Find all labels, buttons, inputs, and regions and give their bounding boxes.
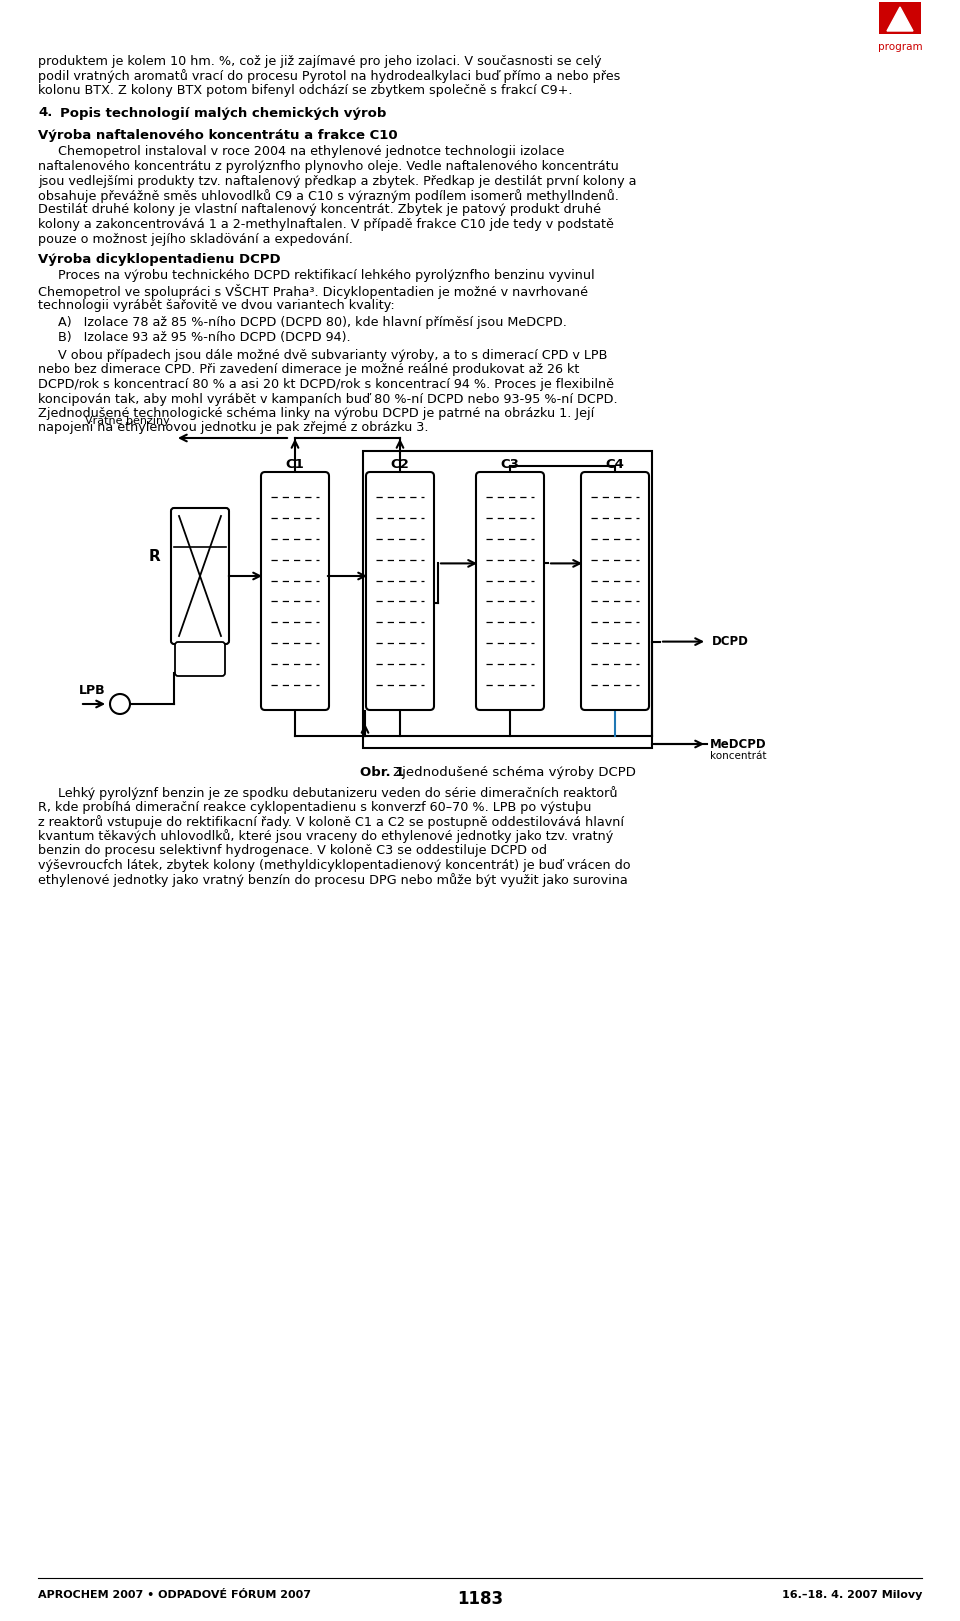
- FancyBboxPatch shape: [581, 472, 649, 710]
- Text: Chemopetrol instaloval v roce 2004 na ethylenové jednotce technologii izolace: Chemopetrol instaloval v roce 2004 na et…: [38, 146, 564, 159]
- Text: 4.: 4.: [38, 107, 53, 120]
- Text: Zjednodušené schéma výroby DCPD: Zjednodušené schéma výroby DCPD: [393, 767, 636, 780]
- Text: Výroba naftalenového koncentrátu a frakce C10: Výroba naftalenového koncentrátu a frakc…: [38, 130, 397, 143]
- Bar: [363, 451, 652, 747]
- FancyBboxPatch shape: [261, 472, 329, 710]
- Text: z reaktorů vstupuje do rektifikacní řady. V koloně C1 a C2 se postupně oddestilo: z reaktorů vstupuje do rektifikacní řady…: [38, 815, 624, 828]
- Text: R, kde probíhá dimerační reakce cyklopentadienu s konverzf 60–70 %. LPB po výstu: R, kde probíhá dimerační reakce cyklopen…: [38, 801, 591, 814]
- Text: technologii vyrábět šařovitě ve dvou variantech kvality:: technologii vyrábět šařovitě ve dvou var…: [38, 298, 395, 311]
- Text: B)   Izolace 93 až 95 %-ního DCPD (DCPD 94).: B) Izolace 93 až 95 %-ního DCPD (DCPD 94…: [58, 331, 350, 344]
- Text: program: program: [877, 42, 923, 52]
- Text: výševroucfch látek, zbytek kolony (methyldicyklopentadienový koncentrát) je buď : výševroucfch látek, zbytek kolony (methy…: [38, 859, 631, 872]
- Text: A)   Izolace 78 až 85 %-ního DCPD (DCPD 80), kde hlavní příměsí jsou MeDCPD.: A) Izolace 78 až 85 %-ního DCPD (DCPD 80…: [58, 316, 566, 329]
- Text: koncentrát: koncentrát: [710, 751, 766, 760]
- Text: V obou případech jsou dále možné dvě subvarianty výroby, a to s dimerací CPD v L: V obou případech jsou dále možné dvě sub…: [38, 349, 608, 361]
- Text: kolony a zakoncentrovává 1 a 2-methylnaftalen. V případě frakce C10 jde tedy v p: kolony a zakoncentrovává 1 a 2-methylnaf…: [38, 217, 613, 232]
- Text: Obr. 1: Obr. 1: [360, 767, 409, 780]
- Text: 16.–18. 4. 2007 Milovy: 16.–18. 4. 2007 Milovy: [781, 1590, 922, 1600]
- Text: nebo bez dimerace CPD. Při zavedení dimerace je možné reálné produkovat až 26 kt: nebo bez dimerace CPD. Při zavedení dime…: [38, 363, 580, 376]
- Text: benzin do procesu selektivnf hydrogenace. V koloně C3 se oddestiluje DCPD od: benzin do procesu selektivnf hydrogenace…: [38, 845, 547, 858]
- Text: obsahuje převážně směs uhlovodlků C9 a C10 s výrazným podílem isomerů methyllnde: obsahuje převážně směs uhlovodlků C9 a C…: [38, 190, 619, 203]
- Text: pouze o možnost jejího skladövání a expedování.: pouze o možnost jejího skladövání a expe…: [38, 232, 353, 245]
- Circle shape: [110, 694, 130, 713]
- Text: kvantum těkavých uhlovodlků, které jsou vraceny do ethylenové jednotky jako tzv.: kvantum těkavých uhlovodlků, které jsou …: [38, 830, 613, 843]
- Text: jsou vedlejšími produkty tzv. naftalenový předkap a zbytek. Předkap je destilát : jsou vedlejšími produkty tzv. naftalenov…: [38, 175, 636, 188]
- Bar: [879, 2, 921, 34]
- Text: C3: C3: [500, 459, 519, 472]
- Text: 1183: 1183: [457, 1590, 503, 1608]
- Text: koncipován tak, aby mohl vyrábět v kampaních buď 80 %-ní DCPD nebo 93-95 %-ní DC: koncipován tak, aby mohl vyrábět v kampa…: [38, 392, 617, 405]
- FancyBboxPatch shape: [171, 507, 229, 644]
- Text: naftalenového koncentrátu z pyrolýznfho plynovho oleje. Vedle naftalenového konc: naftalenového koncentrátu z pyrolýznfho …: [38, 160, 619, 173]
- Text: R: R: [148, 550, 160, 564]
- Text: MeDCPD: MeDCPD: [710, 738, 767, 751]
- Text: napojeni na ethylenovou jednotku je pak zřejmé z obrázku 3.: napojeni na ethylenovou jednotku je pak …: [38, 421, 428, 434]
- FancyBboxPatch shape: [175, 642, 225, 676]
- Text: Výroba dicyklopentadienu DCPD: Výroba dicyklopentadienu DCPD: [38, 253, 280, 266]
- Text: Chemopetrol ve spolupráci s VŠCHT Praha³. Dicyklopentadien je možné v navrhované: Chemopetrol ve spolupráci s VŠCHT Praha³…: [38, 284, 588, 298]
- Text: LPB: LPB: [79, 684, 106, 697]
- Text: kolonu BTX. Z kolony BTX potom bifenyl odchází se zbytkem společně s frakcí C9+.: kolonu BTX. Z kolony BTX potom bifenyl o…: [38, 84, 572, 97]
- Text: Vratné benziny: Vratné benziny: [85, 415, 170, 426]
- FancyBboxPatch shape: [366, 472, 434, 710]
- Text: DCPD: DCPD: [712, 635, 749, 648]
- Text: Proces na výrobu technického DCPD rektifikací lehkého pyrolýznfho benzinu vyvinu: Proces na výrobu technického DCPD rektif…: [38, 269, 594, 282]
- Text: APROCHEM 2007 • ODPADOVÉ FÓRUM 2007: APROCHEM 2007 • ODPADOVÉ FÓRUM 2007: [38, 1590, 311, 1600]
- Text: produktem je kolem 10 hm. %, což je již zajímavé pro jeho izolaci. V současnosti: produktem je kolem 10 hm. %, což je již …: [38, 55, 602, 68]
- Text: C1: C1: [286, 459, 304, 472]
- Text: Zjednodušené technologické schéma linky na výrobu DCPD je patrné na obrázku 1. J: Zjednodušené technologické schéma linky …: [38, 407, 594, 420]
- Text: Popis technologií malých chemických výrob: Popis technologií malých chemických výro…: [60, 107, 386, 120]
- Text: podil vratných aromatů vrací do procesu Pyrotol na hydrodealkylaci buď přímo a n: podil vratných aromatů vrací do procesu …: [38, 70, 620, 83]
- FancyBboxPatch shape: [476, 472, 544, 710]
- Text: Lehký pyrolýznf benzin je ze spodku debutanizeru veden do série dimeračních reak: Lehký pyrolýznf benzin je ze spodku debu…: [38, 786, 617, 801]
- Text: C2: C2: [391, 459, 409, 472]
- Polygon shape: [887, 6, 913, 31]
- Text: ethylenové jednotky jako vratný benzín do procesu DPG nebo může být využit jako : ethylenové jednotky jako vratný benzín d…: [38, 874, 628, 887]
- Text: Destilát druhé kolony je vlastní naftalenový koncentrát. Zbytek je patový produk: Destilát druhé kolony je vlastní naftale…: [38, 204, 601, 217]
- Text: C4: C4: [606, 459, 624, 472]
- Text: DCPD/rok s koncentrací 80 % a asi 20 kt DCPD/rok s koncentrací 94 %. Proces je f: DCPD/rok s koncentrací 80 % a asi 20 kt …: [38, 378, 614, 391]
